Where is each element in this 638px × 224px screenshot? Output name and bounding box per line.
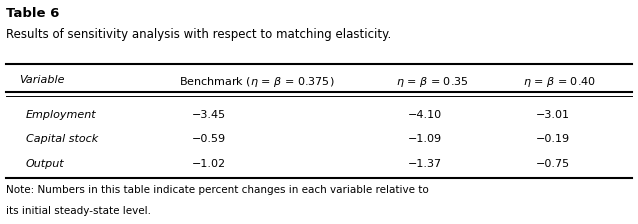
- Text: −3.45: −3.45: [191, 110, 225, 120]
- Text: $\eta$ = $\beta$ = 0.35: $\eta$ = $\beta$ = 0.35: [396, 75, 468, 89]
- Text: Variable: Variable: [19, 75, 64, 85]
- Text: Capital stock: Capital stock: [26, 134, 98, 144]
- Text: $\eta$ = $\beta$ = 0.40: $\eta$ = $\beta$ = 0.40: [523, 75, 596, 89]
- Text: Employment: Employment: [26, 110, 96, 120]
- Text: its initial steady-state level.: its initial steady-state level.: [6, 206, 151, 216]
- Text: −1.02: −1.02: [191, 159, 225, 169]
- Text: −0.19: −0.19: [536, 134, 570, 144]
- Text: −1.09: −1.09: [408, 134, 442, 144]
- Text: −1.37: −1.37: [408, 159, 442, 169]
- Text: Output: Output: [26, 159, 64, 169]
- Text: −4.10: −4.10: [408, 110, 442, 120]
- Text: Table 6: Table 6: [6, 7, 60, 20]
- Text: Note: Numbers in this table indicate percent changes in each variable relative t: Note: Numbers in this table indicate per…: [6, 185, 429, 195]
- Text: −0.59: −0.59: [191, 134, 225, 144]
- Text: −3.01: −3.01: [536, 110, 570, 120]
- Text: Results of sensitivity analysis with respect to matching elasticity.: Results of sensitivity analysis with res…: [6, 28, 392, 41]
- Text: −0.75: −0.75: [536, 159, 570, 169]
- Text: Benchmark ($\eta$ = $\beta$ = 0.375): Benchmark ($\eta$ = $\beta$ = 0.375): [179, 75, 334, 89]
